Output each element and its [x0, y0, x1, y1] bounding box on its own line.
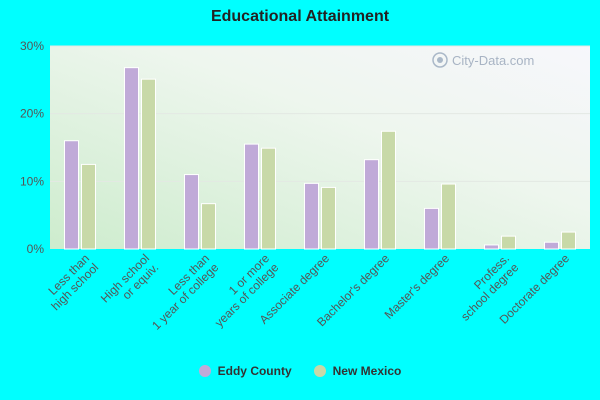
- bar: [141, 78, 156, 250]
- bar: [544, 241, 559, 250]
- gridlines: [50, 45, 590, 182]
- bar: [81, 163, 96, 250]
- y-tick-label: 30%: [20, 39, 44, 53]
- bar: [124, 67, 139, 250]
- bar: [424, 207, 439, 250]
- bar: [501, 235, 516, 250]
- legend-swatch-new-mexico: [313, 365, 326, 377]
- chart-title: Educational Attainment: [210, 8, 390, 25]
- legend-label-new-mexico: New Mexico: [332, 364, 402, 378]
- legend-item-eddy-county: Eddy County: [198, 364, 292, 378]
- y-tick-label: 0%: [27, 242, 45, 256]
- legend-swatch-eddy-county: [198, 365, 211, 377]
- y-axis: 0% 10% 20% 30%: [20, 39, 44, 256]
- watermark: City-Data.com: [432, 52, 534, 68]
- legend-label-eddy-county: Eddy County: [217, 364, 292, 378]
- y-tick-label: 20%: [20, 107, 44, 121]
- bar: [244, 143, 259, 250]
- bar: [261, 147, 276, 250]
- bar: [321, 186, 336, 250]
- x-tick-label: Less thanhigh school: [39, 251, 101, 313]
- x-tick-label: High schoolor equiv.: [98, 251, 161, 314]
- bar: [381, 130, 396, 250]
- bar: [484, 244, 499, 250]
- legend-item-new-mexico: New Mexico: [313, 364, 402, 378]
- bar: [64, 140, 79, 250]
- watermark-text: City-Data.com: [452, 53, 534, 68]
- bar: [184, 174, 199, 250]
- x-tick-label: Master's degree: [382, 251, 453, 322]
- legend: Eddy County New Mexico: [0, 364, 600, 378]
- plot-area: [50, 46, 590, 249]
- bar: [304, 182, 319, 250]
- bar: [561, 231, 576, 250]
- bar: [201, 203, 216, 250]
- bar: [441, 183, 456, 250]
- bar: [364, 159, 379, 250]
- y-tick-label: 10%: [20, 174, 44, 188]
- bars: [64, 67, 576, 250]
